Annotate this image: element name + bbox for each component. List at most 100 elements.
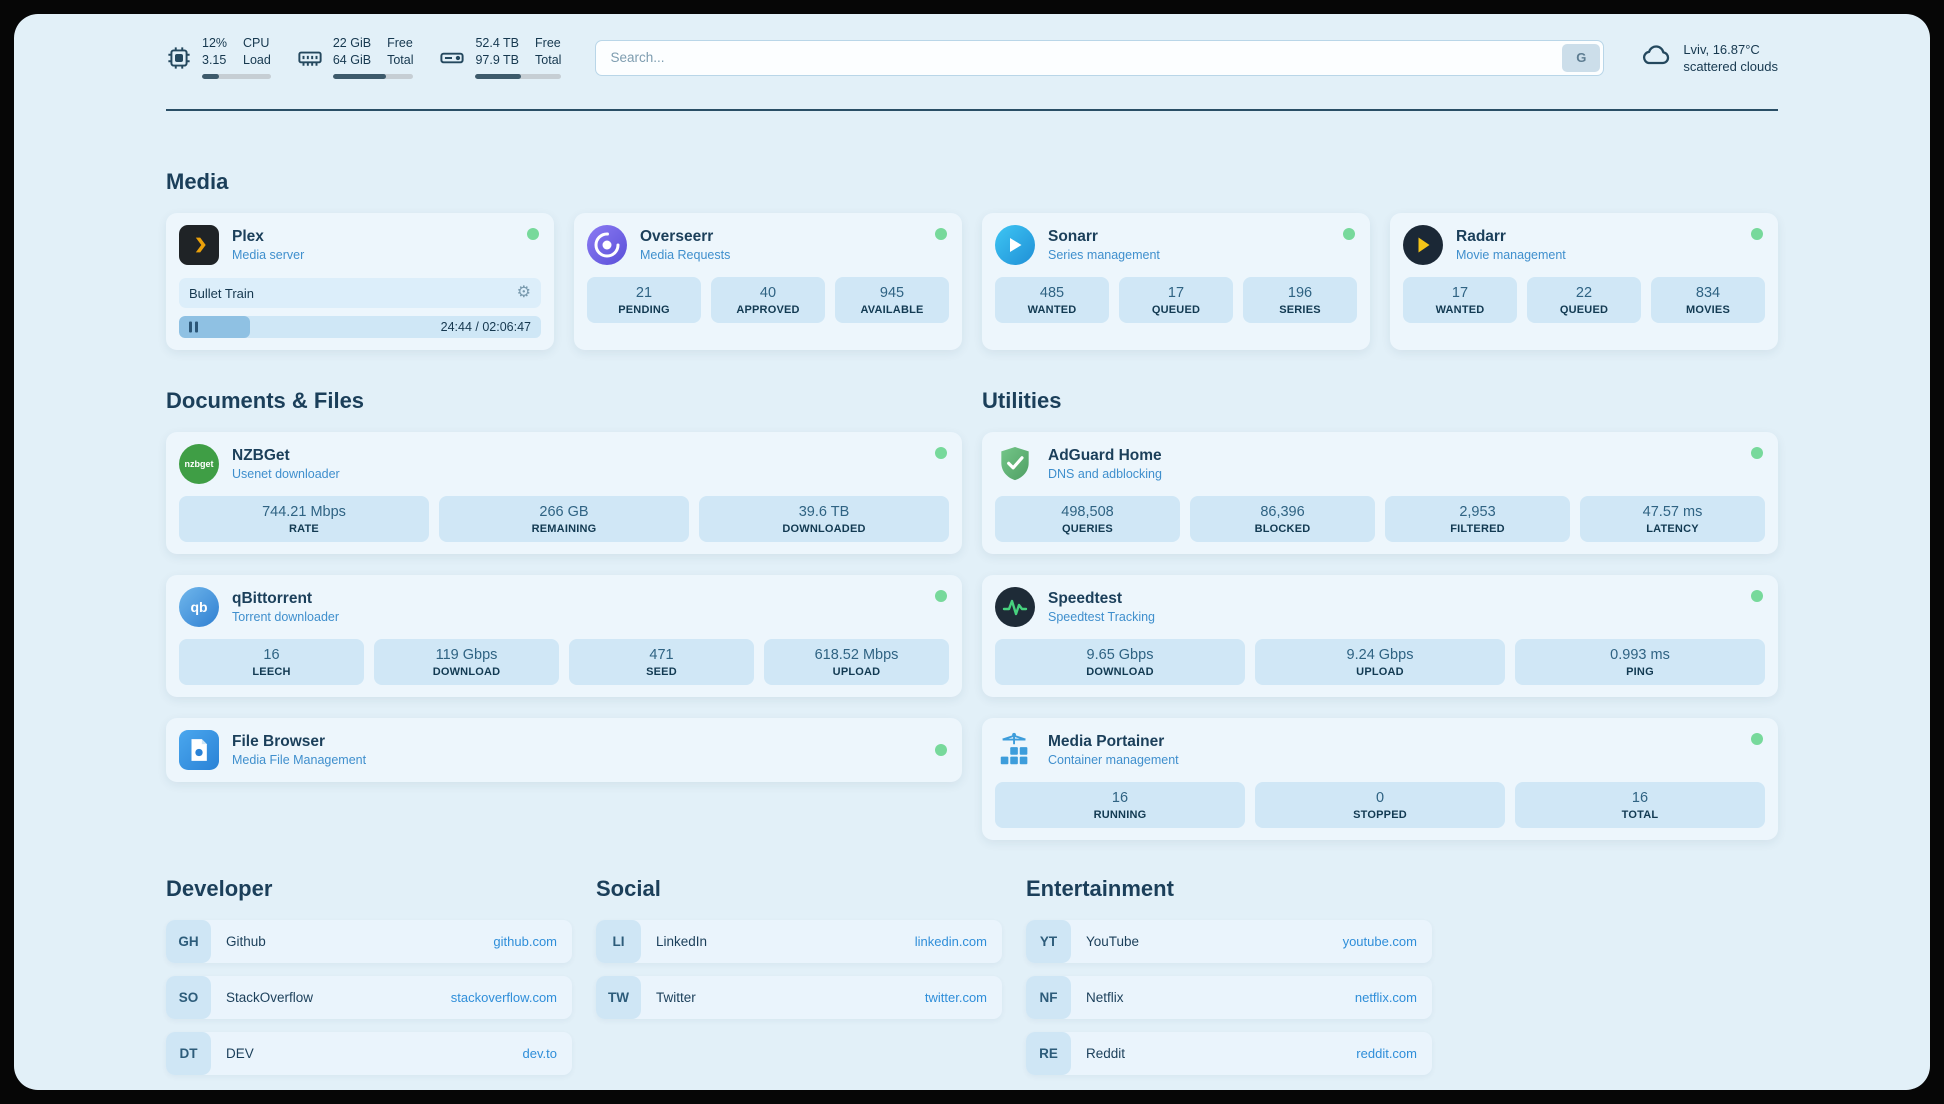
bookmark-url[interactable]: reddit.com — [1356, 1046, 1417, 1061]
cpu-usage-value: 12% — [202, 36, 228, 50]
top-bar: 12% 3.15 CPU Load — [166, 36, 1778, 79]
stat-label: MOVIES — [1686, 304, 1730, 316]
disk-free-label: Free — [535, 36, 561, 50]
ram-progress-bar — [332, 74, 414, 79]
app-name: Radarr — [1456, 228, 1506, 245]
bookmark-url[interactable]: netflix.com — [1354, 990, 1417, 1005]
app-name: NZBGet — [232, 447, 290, 464]
stat-value: 0.993 ms — [1610, 647, 1670, 663]
cpu-widget: 12% 3.15 CPU Load — [166, 36, 271, 79]
stat-label: PING — [1626, 666, 1654, 678]
weather-widget: Lviv, 16.87°C scattered clouds — [1638, 39, 1778, 76]
bookmark-abbr: LI — [596, 920, 641, 963]
section-entertainment: Entertainment YT YouTube youtube.com NF … — [1026, 876, 1432, 1075]
stat-label: UPLOAD — [832, 666, 881, 678]
bookmark-abbr: YT — [1026, 920, 1071, 963]
weather-condition: scattered clouds — [1683, 58, 1778, 74]
stat-value: 22 — [1575, 285, 1593, 301]
bookmark-row-twitter[interactable]: TW Twitter twitter.com — [596, 976, 1002, 1019]
stat-value: 498,508 — [1061, 504, 1114, 520]
bookmark-abbr: DT — [166, 1032, 211, 1075]
app-card-qbittorrent[interactable]: qb qBittorrent Torrent downloader 16 LEE… — [166, 575, 962, 697]
app-card-plex[interactable]: Plex Media server Bullet Train ⚙ 24:44 /… — [166, 213, 554, 350]
bookmark-name: Reddit — [1086, 1046, 1126, 1061]
playback-progress-bar[interactable]: 24:44 / 02:06:47 — [179, 316, 541, 338]
nzbget-icon: nzbget — [179, 444, 219, 484]
bookmark-row-reddit[interactable]: RE Reddit reddit.com — [1026, 1032, 1432, 1075]
stat-label: QUEUED — [1559, 304, 1609, 316]
bookmark-row-github[interactable]: GH Github github.com — [166, 920, 572, 963]
app-subtitle: Container management — [1048, 753, 1179, 767]
stat-label: UPLOAD — [1356, 666, 1404, 678]
status-dot — [935, 228, 947, 240]
stat-value: 86,396 — [1260, 504, 1305, 520]
status-dot — [1751, 733, 1763, 745]
bookmark-url[interactable]: linkedin.com — [914, 934, 987, 949]
ram-free-value: 22 GiB — [332, 36, 372, 50]
stat-value: 47.57 ms — [1642, 504, 1703, 520]
app-card-radarr[interactable]: Radarr Movie management 17 WANTED 22 QUE… — [1390, 213, 1778, 350]
stat-tile: 945 AVAILABLE — [835, 277, 949, 323]
status-dot — [1751, 447, 1763, 459]
app-card-filebrowser[interactable]: File Browser Media File Management — [166, 718, 962, 782]
bookmark-row-linkedin[interactable]: LI LinkedIn linkedin.com — [596, 920, 1002, 963]
stat-value: 17 — [1451, 285, 1469, 301]
stat-value: 40 — [759, 285, 777, 301]
bookmark-url[interactable]: stackoverflow.com — [450, 990, 557, 1005]
filebrowser-icon — [179, 730, 219, 770]
app-name: Speedtest — [1048, 590, 1123, 607]
stat-tile: 16 RUNNING — [995, 782, 1245, 828]
status-dot — [935, 447, 947, 459]
bookmark-url[interactable]: dev.to — [522, 1046, 557, 1061]
app-subtitle: Usenet downloader — [232, 467, 340, 481]
bookmark-row-stackoverflow[interactable]: SO StackOverflow stackoverflow.com — [166, 976, 572, 1019]
app-card-overseerr[interactable]: Overseerr Media Requests 21 PENDING 40 A… — [574, 213, 962, 350]
adguard-icon — [995, 444, 1035, 484]
search-input[interactable] — [595, 39, 1605, 76]
status-dot — [1751, 590, 1763, 602]
app-name: qBittorrent — [232, 590, 313, 607]
search-form: G — [595, 39, 1605, 76]
stat-label: RUNNING — [1093, 809, 1147, 821]
status-dot — [1751, 228, 1763, 240]
section-title-entertainment: Entertainment — [1026, 876, 1174, 901]
app-card-portainer[interactable]: Media Portainer Container management 16 … — [982, 718, 1778, 840]
cpu-usage-label: CPU — [243, 36, 270, 50]
bookmark-name: Twitter — [656, 990, 696, 1005]
bookmark-url[interactable]: youtube.com — [1342, 934, 1417, 949]
stat-tile: 9.24 Gbps UPLOAD — [1255, 639, 1505, 685]
stat-label: BLOCKED — [1254, 523, 1311, 535]
stat-value: 2,953 — [1459, 504, 1496, 520]
now-playing-row: Bullet Train ⚙ — [179, 278, 541, 308]
stat-tile: 22 QUEUED — [1527, 277, 1641, 323]
stat-tile: 119 Gbps DOWNLOAD — [374, 639, 559, 685]
app-subtitle: Media File Management — [232, 753, 367, 767]
bookmark-url[interactable]: twitter.com — [924, 990, 987, 1005]
stat-tile: 21 PENDING — [587, 277, 701, 323]
bookmark-row-dev[interactable]: DT DEV dev.to — [166, 1032, 572, 1075]
bookmark-row-youtube[interactable]: YT YouTube youtube.com — [1026, 920, 1432, 963]
app-subtitle: Movie management — [1456, 248, 1566, 262]
app-name: File Browser — [232, 733, 326, 750]
stat-label: REMAINING — [531, 523, 597, 535]
settings-gear-icon[interactable]: ⚙ — [516, 284, 531, 301]
stat-tile: 86,396 BLOCKED — [1190, 496, 1375, 542]
section-utilities: Utilities AdGuard Home D — [982, 388, 1778, 840]
pause-icon[interactable] — [189, 321, 198, 333]
app-card-nzbget[interactable]: nzbget NZBGet Usenet downloader 744.21 M… — [166, 432, 962, 554]
stat-label: DOWNLOAD — [1086, 666, 1154, 678]
stat-value: 119 Gbps — [435, 647, 498, 663]
status-dot — [1343, 228, 1355, 240]
bookmark-url[interactable]: github.com — [493, 934, 557, 949]
search-provider-button[interactable]: G — [1562, 43, 1601, 72]
app-card-adguard[interactable]: AdGuard Home DNS and adblocking 498,508 … — [982, 432, 1778, 554]
stat-label: FILTERED — [1450, 523, 1505, 535]
bookmark-row-netflix[interactable]: NF Netflix netflix.com — [1026, 976, 1432, 1019]
section-title-developer: Developer — [166, 876, 273, 901]
disk-icon — [439, 45, 465, 71]
stat-label: APPROVED — [736, 304, 800, 316]
stat-tile: 40 APPROVED — [711, 277, 825, 323]
stat-label: DOWNLOADED — [782, 523, 866, 535]
app-card-sonarr[interactable]: Sonarr Series management 485 WANTED 17 Q… — [982, 213, 1370, 350]
app-card-speedtest[interactable]: Speedtest Speedtest Tracking 9.65 Gbps D… — [982, 575, 1778, 697]
